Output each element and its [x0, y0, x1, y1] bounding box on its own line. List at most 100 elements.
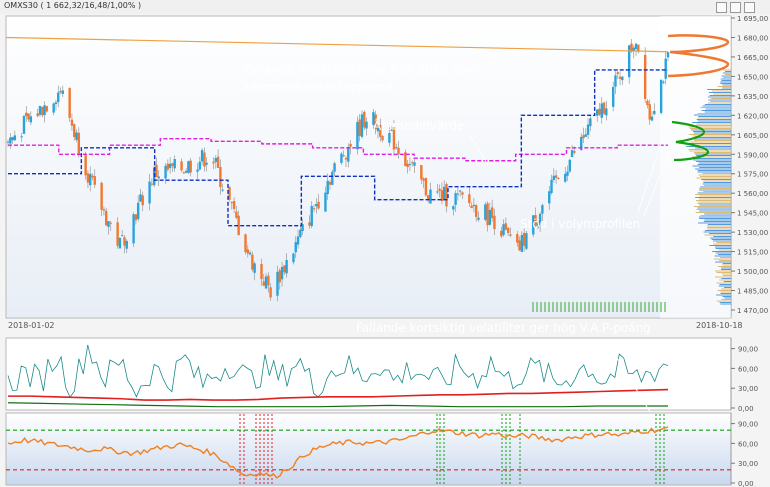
maximize-button[interactable] — [730, 2, 741, 13]
candle-body — [73, 124, 76, 138]
candle-body — [395, 147, 398, 149]
candle-body — [440, 190, 444, 201]
annotation-yearly-average: Årsmedelvärde — [373, 118, 464, 133]
candle-body — [468, 194, 471, 204]
candle-body — [611, 86, 615, 107]
candle-body — [538, 213, 542, 226]
candle-body — [532, 215, 535, 235]
candle-body — [109, 222, 112, 224]
candle-body — [445, 184, 448, 207]
candle-body — [328, 182, 332, 185]
candle-body — [397, 147, 400, 154]
candle-body — [509, 234, 512, 236]
candle-body — [493, 215, 496, 230]
vap-panel-bg — [5, 412, 732, 486]
candle-body — [520, 235, 524, 252]
candle-body — [198, 161, 202, 170]
candle-body — [29, 116, 33, 123]
candle-body — [573, 150, 576, 153]
candle-body — [427, 195, 430, 201]
volatility-panel: 90,00 60,00 30,00 0,00 Fallande kortsiktig … — [5, 321, 758, 421]
candle-body — [61, 90, 65, 94]
candle-body — [411, 162, 414, 164]
candle-body — [278, 270, 281, 283]
candle-body — [637, 44, 640, 52]
candle-body — [379, 124, 382, 137]
price-axis-tick-label: 1 620,00 — [737, 112, 768, 120]
price-axis-tick-label: 1 485,00 — [737, 288, 768, 296]
candle-body — [406, 163, 409, 168]
candle-body — [438, 188, 441, 191]
minimize-button[interactable] — [716, 2, 727, 13]
volume-peak-outline — [667, 34, 730, 78]
candle-body — [570, 150, 574, 158]
candle-body — [454, 193, 457, 205]
price-axis-tick-label: 1 590,00 — [737, 151, 768, 159]
candle-body — [283, 265, 286, 273]
candle-body — [253, 263, 256, 273]
candle-body — [502, 224, 505, 235]
candle-body — [105, 210, 108, 226]
volatility-axis: 90,00 60,00 30,00 0,00 — [731, 346, 758, 413]
candle-body — [200, 150, 204, 162]
candle-body — [244, 234, 247, 253]
candle-body — [596, 109, 599, 116]
candle-body — [89, 173, 92, 186]
candle-body — [45, 106, 49, 112]
resistance-line — [5, 36, 669, 53]
candle-body — [326, 180, 329, 195]
candle-body — [38, 105, 42, 115]
candle-body — [139, 194, 142, 202]
candle-body — [9, 137, 12, 144]
price-axis-tick-label: 1 500,00 — [737, 268, 768, 276]
vap-axis-tick-label: 0,00 — [738, 480, 754, 487]
price-panel-bg — [5, 15, 732, 319]
candle-body — [123, 237, 126, 246]
candle-body — [568, 159, 571, 172]
candle-body — [150, 183, 154, 185]
vap-line — [7, 426, 669, 479]
candle-body — [365, 121, 368, 129]
candle-body — [41, 107, 44, 116]
price-axis-tick-label: 1 575,00 — [737, 171, 768, 179]
candle-body — [118, 238, 122, 249]
candle-body — [522, 232, 526, 246]
candle-body — [77, 132, 80, 156]
annotation-volatility: Fallande kortsiktig volatilitet ger hög … — [356, 321, 651, 335]
price-axis-tick-label: 1 545,00 — [737, 210, 768, 218]
candle-body — [461, 192, 464, 195]
candle-body — [342, 155, 345, 157]
volatility-axis-tick-label: 90,00 — [738, 346, 758, 354]
step-level-line — [8, 69, 668, 227]
candle-body — [180, 161, 183, 171]
candle-body — [75, 132, 78, 140]
volatility-axis-tick-label: 0,00 — [738, 405, 754, 413]
candle-body — [230, 202, 234, 204]
price-axis-tick-label: 1 560,00 — [737, 190, 768, 198]
candle-body — [294, 242, 297, 253]
candle-body — [68, 88, 71, 118]
candle-body — [214, 158, 218, 162]
volatility-lines — [7, 344, 669, 408]
candle-body — [525, 233, 528, 249]
candle-body — [548, 191, 551, 204]
price-axis-tick-label: 1 515,00 — [737, 249, 768, 257]
candle-body — [267, 275, 270, 286]
volatility-low-series-line — [7, 402, 668, 408]
candle-body — [650, 116, 654, 121]
close-button[interactable] — [744, 2, 755, 13]
candle-body — [486, 203, 489, 226]
candle-body — [653, 110, 656, 115]
candle-body — [251, 254, 254, 270]
volume-bars — [532, 302, 666, 312]
candle-body — [356, 121, 359, 150]
candle-body — [586, 124, 590, 135]
candle-body — [59, 90, 62, 93]
candle-body — [280, 267, 284, 280]
candle-body — [420, 165, 423, 180]
candle-body — [134, 214, 138, 221]
candle-body — [659, 79, 663, 113]
candle-body — [184, 170, 188, 173]
candle-body — [648, 104, 651, 120]
